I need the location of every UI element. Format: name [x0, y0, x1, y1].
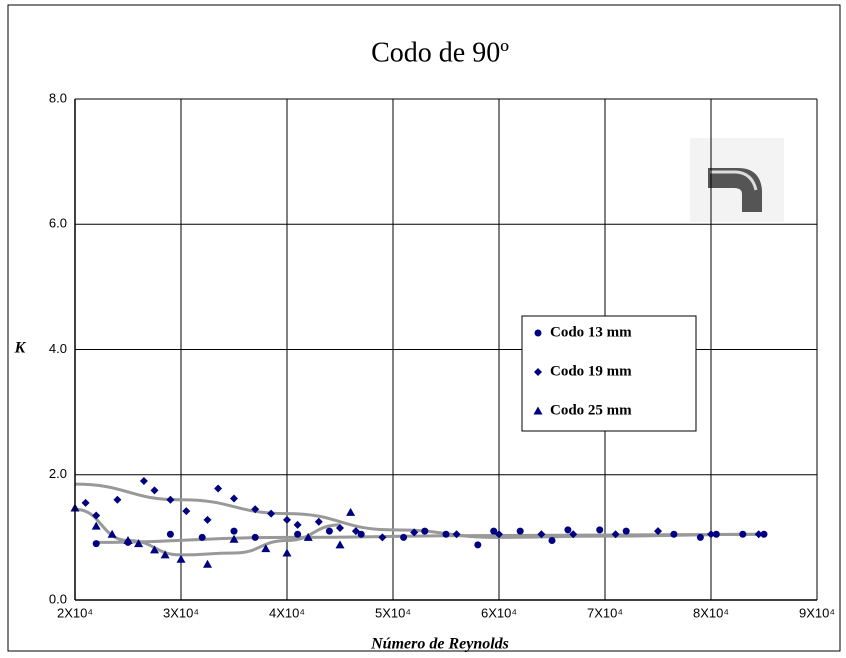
- point: [123, 536, 133, 545]
- point: [198, 533, 206, 541]
- point: [564, 526, 572, 534]
- point: [166, 530, 174, 538]
- point: [654, 527, 662, 536]
- point: [283, 515, 291, 524]
- point: [548, 537, 556, 545]
- x-tick-label: 4X10⁴: [269, 605, 305, 620]
- y-tick-label: 2.0: [49, 466, 67, 481]
- point: [707, 530, 715, 539]
- point: [92, 540, 100, 548]
- point: [421, 527, 429, 535]
- point: [160, 550, 170, 559]
- point: [176, 554, 186, 563]
- point: [92, 511, 101, 520]
- point: [182, 507, 191, 516]
- point: [696, 533, 704, 541]
- chart-title: Codo de 90º: [371, 37, 509, 68]
- point: [351, 527, 360, 536]
- point: [357, 530, 365, 538]
- point: [670, 530, 678, 538]
- point: [294, 530, 302, 538]
- point: [134, 539, 144, 548]
- point: [150, 486, 159, 495]
- point: [251, 505, 260, 514]
- y-tick-label: 0.0: [49, 591, 67, 606]
- point: [410, 528, 419, 537]
- y-axis-label: K: [14, 340, 27, 357]
- point: [203, 515, 212, 524]
- point: [346, 507, 356, 516]
- point: [712, 530, 720, 538]
- point: [230, 494, 238, 503]
- point: [378, 533, 387, 542]
- point: [622, 527, 630, 535]
- point: [490, 527, 498, 535]
- point: [474, 541, 482, 549]
- point: [336, 523, 344, 532]
- x-tick-label: 3X10⁴: [163, 605, 199, 620]
- point: [325, 527, 333, 535]
- x-tick-label: 2X10⁴: [57, 605, 93, 620]
- point: [452, 530, 461, 539]
- point: [303, 532, 313, 541]
- legend-box: [521, 315, 697, 432]
- x-tick-label: 9X10⁴: [799, 605, 835, 620]
- legend-label: Codo 13 mm: [550, 324, 632, 340]
- point: [314, 517, 323, 526]
- point: [293, 520, 302, 529]
- legend-marker: [534, 368, 542, 376]
- point: [400, 533, 408, 541]
- point: [442, 530, 450, 538]
- x-tick-label: 6X10⁴: [481, 605, 517, 620]
- trend-line: [74, 482, 765, 539]
- point: [251, 533, 259, 541]
- x-tick-label: 7X10⁴: [587, 605, 623, 620]
- point: [282, 548, 292, 557]
- legend-label: Codo 25 mm: [550, 402, 632, 418]
- x-tick-label: 5X10⁴: [375, 605, 411, 620]
- point: [739, 530, 747, 538]
- point: [229, 534, 239, 543]
- point: [495, 530, 503, 539]
- point: [91, 521, 101, 530]
- point: [81, 498, 90, 507]
- point: [596, 526, 604, 534]
- point: [611, 530, 620, 539]
- point: [754, 530, 763, 539]
- point: [516, 527, 524, 535]
- point: [760, 530, 768, 538]
- point: [267, 509, 276, 518]
- point: [203, 559, 212, 568]
- legend-label: Codo 19 mm: [550, 363, 632, 379]
- elbow-image: [690, 138, 784, 222]
- y-tick-label: 4.0: [49, 341, 67, 356]
- point: [107, 529, 117, 538]
- point: [569, 530, 578, 539]
- x-tick-label: 8X10⁴: [693, 605, 729, 620]
- point: [113, 495, 122, 504]
- point: [537, 530, 546, 539]
- point: [166, 495, 175, 504]
- point: [214, 484, 223, 493]
- point: [139, 477, 148, 486]
- point: [150, 545, 159, 554]
- point: [230, 527, 238, 535]
- point: [261, 544, 271, 553]
- legend-marker: [534, 329, 542, 337]
- point: [335, 540, 345, 549]
- x-axis-label: Número de Reynolds: [370, 636, 509, 653]
- y-tick-label: 6.0: [49, 216, 67, 231]
- y-tick-label: 8.0: [49, 90, 67, 105]
- chart-frame: [7, 4, 841, 652]
- legend-marker: [533, 406, 543, 415]
